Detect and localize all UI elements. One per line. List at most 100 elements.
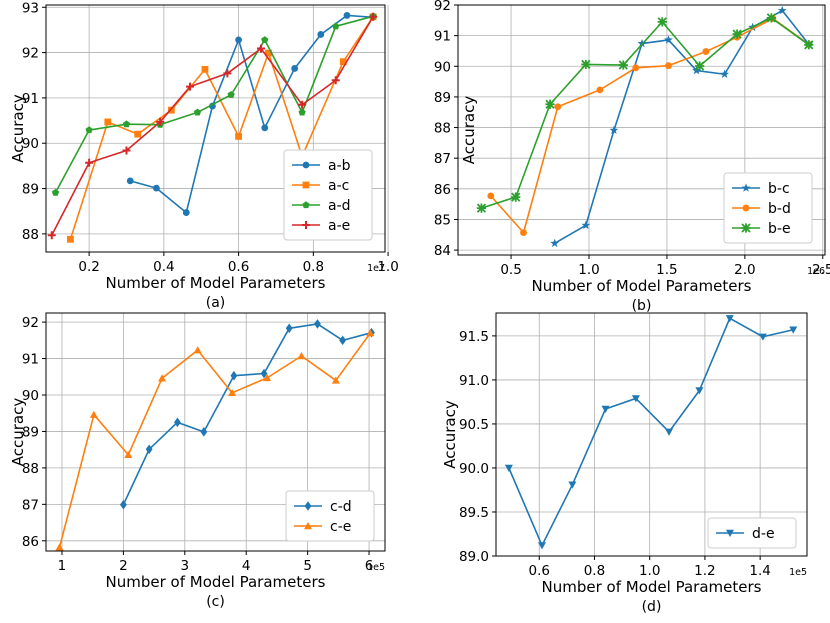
data-point-c-d: [314, 319, 321, 329]
data-point-d-e: [631, 395, 640, 403]
data-point-c-d: [200, 427, 208, 437]
data-point-c-e: [55, 543, 64, 551]
y-axis-label: Accuracy: [460, 96, 478, 165]
y-tick-label: 91: [22, 352, 39, 368]
data-point-a-e: [331, 76, 340, 85]
data-point-c-d: [145, 444, 153, 455]
legend-marker-b-e: [741, 223, 751, 233]
data-point-b-c: [664, 35, 673, 44]
x-tick-label: 6: [365, 558, 374, 574]
data-point-a-d: [51, 188, 60, 196]
legend-marker-a-d: [302, 201, 310, 209]
y-tick-label: 90: [22, 388, 39, 404]
series-line-c-e: [58, 332, 371, 548]
data-point-d-e: [758, 333, 767, 341]
y-tick-label: 88: [434, 121, 451, 137]
data-point-a-c: [104, 118, 112, 126]
data-point-c-d: [339, 335, 347, 346]
x-axis-label: Number of Model Parameters: [532, 277, 752, 295]
data-point-b-e: [804, 40, 814, 50]
data-point-a-c: [339, 58, 347, 66]
y-tick-label: 90: [434, 59, 451, 75]
legend-box: [707, 517, 797, 549]
x-tick-label: 0.5: [500, 262, 521, 278]
y-tick-label: 92: [434, 0, 451, 14]
data-point-c-e: [228, 388, 237, 397]
legend: d-e: [707, 517, 797, 549]
chart-panel-b: 0.5 1.0 1.5 2.0 2.5 84 85 86 87 88 89 90 91 92 Number …: [434, 0, 830, 314]
data-point-a-b: [235, 36, 242, 44]
y-tick-label: 86: [434, 182, 451, 198]
data-point-a-d: [122, 120, 131, 128]
legend-marker-a-e: [302, 221, 310, 229]
panel-label: (a): [206, 295, 226, 311]
data-point-a-d: [193, 108, 202, 116]
data-point-d-e: [789, 326, 798, 334]
y-tick-label: 90.0: [459, 461, 489, 477]
x-tick-label: 1.5: [656, 262, 677, 278]
data-point-a-e: [186, 82, 195, 91]
y-tick-label: 89.5: [459, 505, 489, 521]
data-point-b-e: [732, 29, 742, 39]
data-point-c-e: [263, 373, 272, 382]
legend-label-b-e: b-e: [768, 221, 791, 237]
legend-label-a-b: a-b: [328, 158, 351, 174]
x-tick-label: 3: [180, 558, 189, 574]
x-tick-label: 0.4: [153, 259, 174, 275]
data-point-a-b: [317, 31, 325, 38]
legend: a-b a-c a-d a-e: [283, 149, 373, 241]
data-point-c-e: [331, 376, 340, 384]
data-point-a-c: [265, 49, 272, 57]
data-point-b-c: [720, 69, 729, 78]
y-tick-label: 92: [22, 46, 39, 62]
legend-marker-a-b: [302, 161, 310, 169]
data-point-b-e: [657, 17, 667, 27]
x-exponent-label: 1e5: [367, 562, 385, 573]
data-point-d-e: [665, 428, 674, 436]
x-tick-label: 1.2: [694, 563, 715, 579]
legend-marker-c-e: [304, 522, 312, 530]
data-point-a-b: [182, 209, 190, 216]
y-tick-label: 88: [22, 461, 39, 477]
x-tick-label: 1.0: [639, 563, 660, 579]
x-tick-label: 1.0: [578, 262, 599, 278]
legend-label-c-e: c-e: [330, 519, 351, 535]
series-line-b-e: [481, 17, 810, 209]
legend-marker-a-c: [302, 181, 310, 189]
data-point-a-b: [291, 65, 299, 72]
data-point-c-e: [366, 329, 375, 337]
data-point-a-c: [167, 106, 175, 114]
y-axis-label: Accuracy: [9, 398, 27, 467]
x-axis-label: Number of Model Parameters: [106, 573, 326, 591]
data-point-a-c: [235, 133, 242, 140]
data-point-a-e: [257, 44, 266, 53]
data-point-a-c: [67, 235, 74, 243]
data-point-a-b: [152, 184, 160, 192]
data-point-b-d: [665, 62, 672, 70]
x-tick-label: 2: [119, 558, 128, 574]
y-tick-label: 90.5: [459, 417, 489, 433]
y-tick-label: 91: [22, 91, 39, 107]
x-exponent-label: 1e5: [789, 567, 807, 578]
plot-frame: [45, 4, 386, 253]
data-point-b-d: [632, 64, 640, 72]
y-tick-label: 93: [22, 0, 39, 16]
data-point-a-b: [261, 124, 269, 132]
series-line-a-d: [54, 15, 374, 194]
chart-panel-a: 0.2 0.4 0.6 0.8 1.0 88 89 90 91 92 93 Number of Mod…: [9, 0, 399, 311]
panel-label: (c): [206, 594, 225, 610]
data-point-d-e: [725, 315, 734, 323]
legend-marker-c-d: [304, 501, 312, 511]
legend-label-b-c: b-c: [768, 181, 790, 197]
y-tick-label: 89: [22, 182, 39, 198]
y-axis-label: Accuracy: [441, 400, 459, 469]
x-tick-label: 4: [242, 558, 251, 574]
x-tick-label: 1.4: [749, 563, 770, 579]
data-point-d-e: [504, 464, 513, 472]
panel-label: (b): [632, 298, 652, 314]
y-tick-label: 91.0: [459, 373, 489, 389]
y-tick-label: 91: [434, 29, 451, 45]
data-point-a-e: [47, 231, 56, 240]
data-point-b-e: [766, 13, 776, 23]
x-tick-label: 0.8: [584, 563, 605, 579]
